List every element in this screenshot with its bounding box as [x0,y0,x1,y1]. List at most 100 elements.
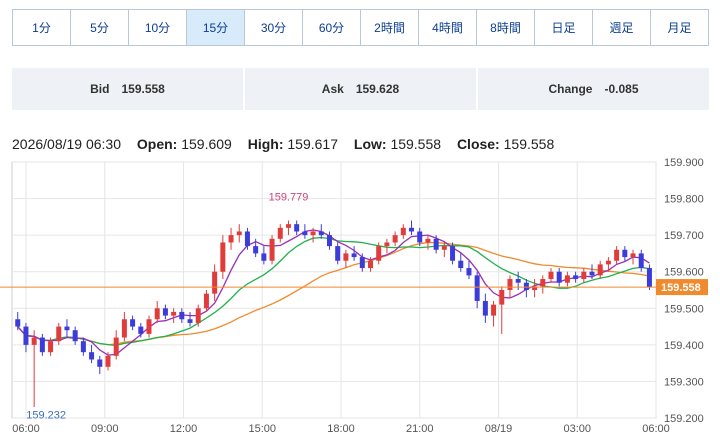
y-tick-label: 159.400 [664,340,704,352]
tab-2hour[interactable]: 2時間 [361,10,419,45]
candle-up [113,337,119,356]
candle-up [425,238,431,243]
candle-down [589,271,595,276]
candle-down [244,231,250,247]
x-tick-label: 15:00 [248,423,276,435]
change-cell: Change -0.085 [478,68,709,110]
candle-up [597,264,603,276]
high-value: 159.617 [287,136,338,152]
current-price-tag [656,279,708,296]
candle-up [228,235,234,243]
candle-down [326,235,332,247]
candle-up [581,271,587,280]
ohlc-datetime: 2026/08/19 06:30 [12,136,121,152]
tab-daily[interactable]: 日足 [535,10,593,45]
candle-up [491,304,497,316]
bid-cell: Bid 159.558 [12,68,245,110]
candle-up [548,271,554,280]
candle-up [171,311,177,316]
tab-weekly[interactable]: 週足 [593,10,651,45]
tab-5min[interactable]: 5分 [71,10,129,45]
price-chart[interactable]: 159.900 159.800 159.700 159.600 159.500 159.4… [0,150,720,439]
plot-area [11,161,657,419]
candle-down [302,231,308,236]
x-tick-label: 12:00 [170,423,198,435]
x-tick-label: 08/19 [485,423,513,435]
y-tick-label: 159.500 [664,303,704,315]
candle-up [285,224,291,228]
y-tick-label: 159.600 [664,267,704,279]
close-label: Close: [456,136,500,152]
ask-value: 159.628 [355,82,400,96]
high-annotation: 159.779 [269,191,309,203]
candle-down [556,271,562,283]
candle-down [294,224,300,232]
candle-up [441,246,447,250]
candle-up [212,271,218,294]
tab-15min[interactable]: 15分 [187,10,245,45]
x-tick-label: 09:00 [91,423,119,435]
tab-10min[interactable]: 10分 [129,10,187,45]
candle-up [384,242,390,247]
change-label: Change [548,82,593,96]
candle-down [179,311,185,320]
candle-up [203,293,209,309]
candle-down [482,300,488,316]
candle-up [343,253,349,261]
candle-down [466,268,472,276]
candle-down [359,257,365,269]
bid-value: 159.558 [121,82,165,96]
candle-down [318,231,324,236]
candle-down [130,319,136,327]
tab-1min[interactable]: 1分 [13,10,71,45]
candle-up [310,231,316,236]
candle-up [48,341,54,353]
candle-up [105,355,111,367]
x-tick-label: 18:00 [327,423,355,435]
current-price-label: 159.558 [661,282,701,294]
timeframe-tabs: 1分 5分 10分 15分 30分 60分 2時間 4時間 8時間 日足 週足 … [12,9,709,46]
candle-up [220,242,226,272]
candle-up [532,286,538,290]
candle-down [89,352,95,360]
candle-down [458,260,464,269]
tab-8hour[interactable]: 8時間 [477,10,535,45]
bid-label: Bid [90,82,110,96]
candle-down [450,246,456,261]
candle-up [236,231,242,236]
quote-bar: Bid 159.558 Ask 159.628 Change -0.085 [12,68,709,110]
low-annotation: 159.232 [26,409,66,421]
ask-cell: Ask 159.628 [245,68,478,110]
y-tick-label: 159.900 [664,157,704,169]
candle-up [540,279,546,287]
candle-up [400,227,406,236]
tab-60min[interactable]: 60分 [303,10,361,45]
change-value: -0.085 [604,82,639,96]
ohlc-readout: 2026/08/19 06:30 Open: 159.609 High: 159… [12,136,566,152]
candle-down [433,238,439,250]
candle-down [187,319,193,323]
ma-slow-line [17,241,650,346]
x-tick-label: 21:00 [406,423,434,435]
candle-up [630,253,636,258]
candle-down [409,227,415,232]
candle-down [15,319,21,327]
tab-monthly[interactable]: 月足 [651,10,708,45]
candle-down [638,253,644,269]
close-value: 159.558 [503,136,555,152]
candle-up [146,319,152,334]
tab-30min[interactable]: 30分 [245,10,303,45]
candle-down [97,359,103,367]
candle-down [138,326,144,334]
x-tick-label: 03:00 [563,423,591,435]
candle-down [351,253,357,258]
candle-down [80,341,86,353]
candle-down [573,275,579,280]
low-value: 159.558 [390,136,442,152]
candle-up [368,260,374,269]
candle-up [499,290,505,305]
candle-up [121,319,127,338]
tab-4hour[interactable]: 4時間 [419,10,477,45]
candle-up [31,337,37,345]
candle-down [162,308,168,316]
